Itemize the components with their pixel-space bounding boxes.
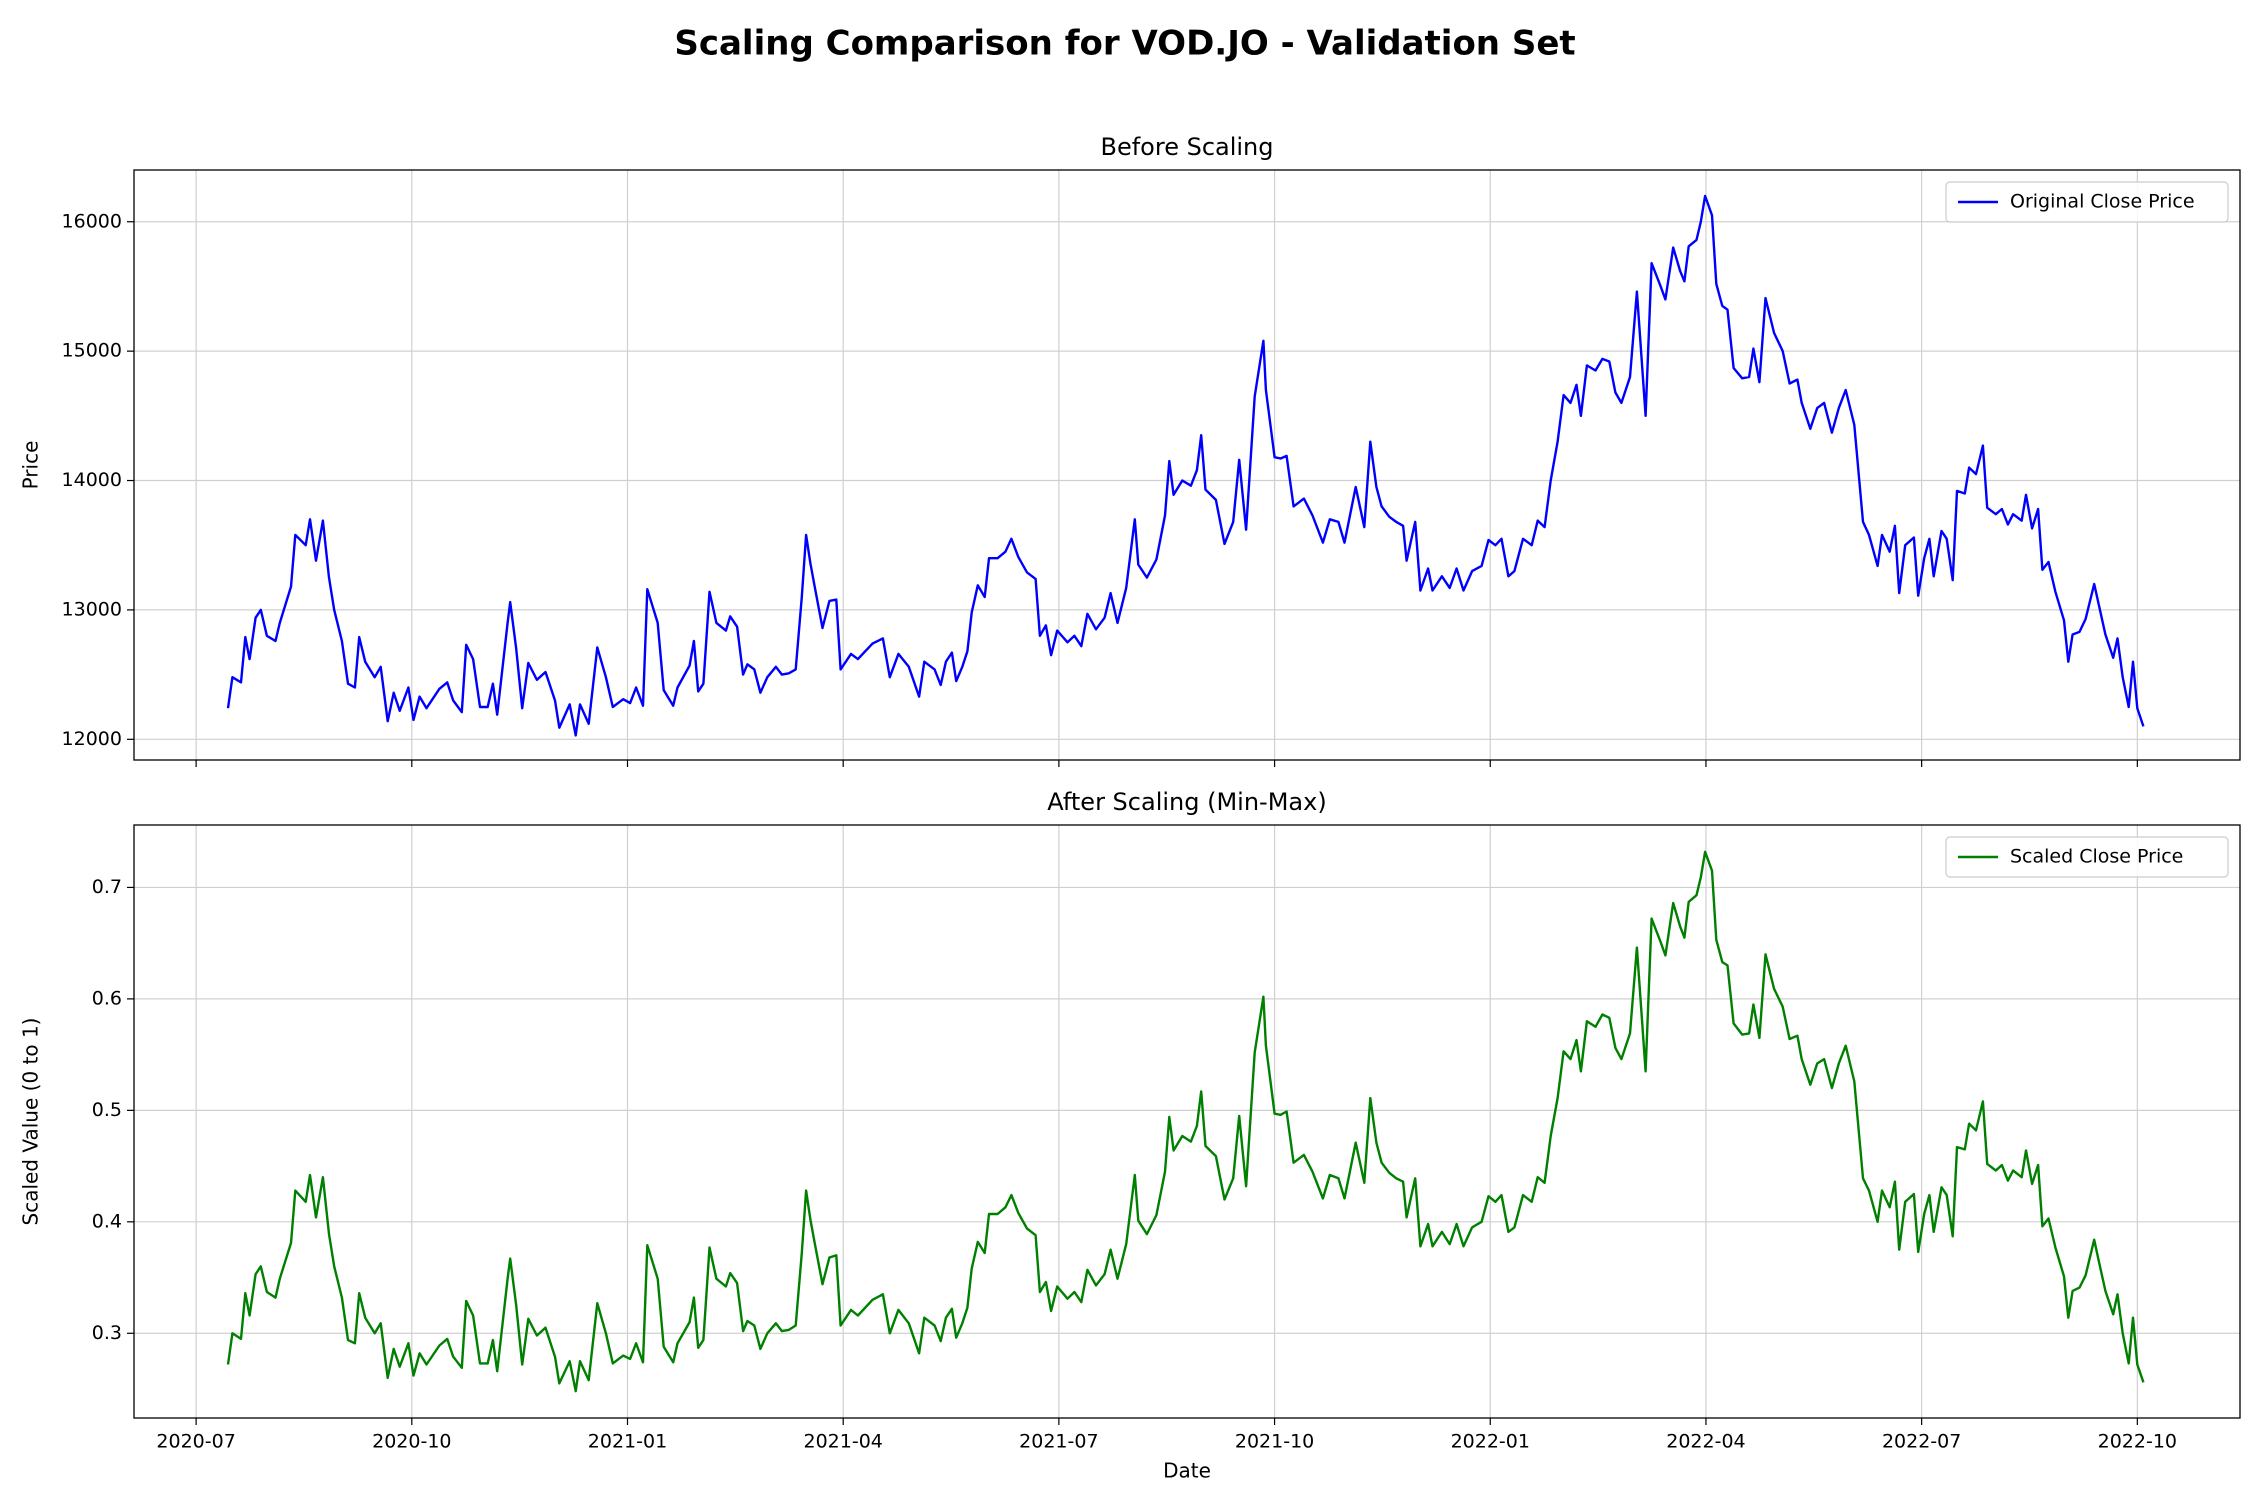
- x-tick-label: 2022-01: [1451, 1431, 1530, 1453]
- x-tick-label: 2022-04: [1666, 1431, 1745, 1453]
- x-tick-label: 2022-07: [1882, 1431, 1961, 1453]
- axes-frame: [133, 169, 2241, 761]
- axes-title: Before Scaling: [1100, 133, 1273, 161]
- y-tick-label: 0.5: [92, 1099, 122, 1121]
- y-tick-label: 0.3: [92, 1322, 122, 1344]
- x-axis-label: Date: [1163, 1459, 1211, 1483]
- y-tick-label: 12000: [62, 728, 122, 750]
- x-tick-label: 2021-01: [588, 1431, 667, 1453]
- legend-label: Original Close Price: [2010, 191, 2195, 213]
- legend-box: [1945, 181, 2229, 223]
- axes-title: After Scaling (Min-Max): [1047, 788, 1326, 816]
- x-tick-label: 2021-10: [1235, 1431, 1314, 1453]
- axes-frame: [133, 824, 2241, 1419]
- y-tick-label: 15000: [62, 340, 122, 362]
- y-tick-label: 0.6: [92, 987, 122, 1009]
- legend: Original Close Price: [1945, 181, 2229, 223]
- x-tick-label: 2020-10: [372, 1431, 451, 1453]
- y-tick-label: 0.7: [92, 876, 122, 898]
- y-tick-label: 14000: [62, 469, 122, 491]
- y-tick-label: 13000: [62, 598, 122, 620]
- figure-title: Scaling Comparison for VOD.JO - Validati…: [674, 24, 1575, 64]
- y-axis-label: Scaled Value (0 to 1): [19, 1018, 43, 1226]
- y-tick-label: 0.4: [92, 1210, 122, 1232]
- legend-label: Scaled Close Price: [2010, 846, 2183, 868]
- legend-box: [1945, 836, 2229, 878]
- x-tick-label: 2020-07: [156, 1431, 235, 1453]
- legend: Scaled Close Price: [1945, 836, 2229, 878]
- y-axis-label: Price: [19, 441, 43, 490]
- x-tick-label: 2022-10: [2098, 1431, 2177, 1453]
- x-tick-label: 2021-07: [1019, 1431, 1098, 1453]
- price-line: [226, 194, 2145, 737]
- y-tick-label: 16000: [62, 210, 122, 232]
- price-line: [226, 850, 2145, 1393]
- x-tick-label: 2021-04: [803, 1431, 882, 1453]
